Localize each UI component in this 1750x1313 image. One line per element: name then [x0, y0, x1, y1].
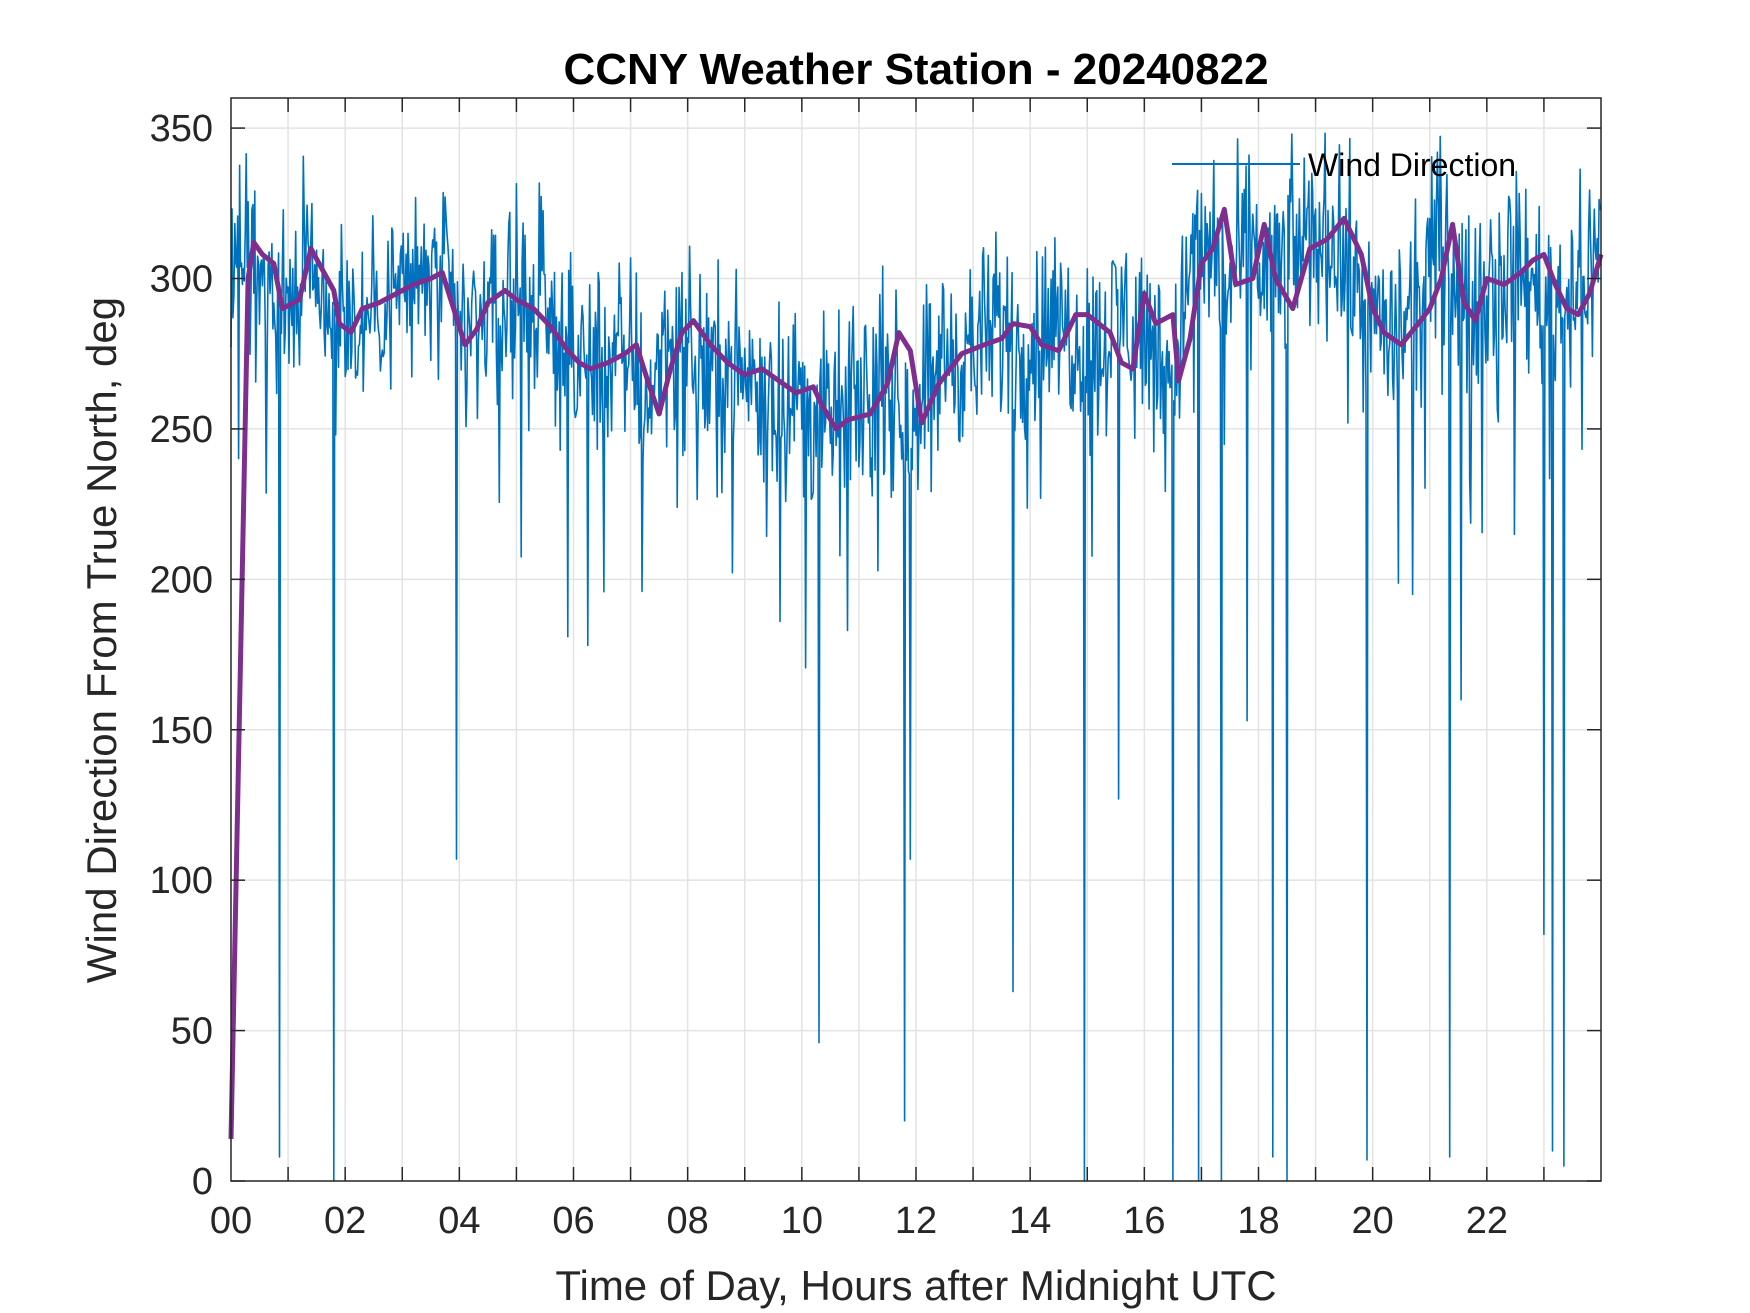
legend-label: Wind Direction: [1308, 147, 1516, 183]
y-tick-label: 200: [150, 559, 213, 601]
x-tick-labels: 00 02 04 06 08 10 12 14 16 18 20 22: [210, 1200, 1508, 1242]
x-tick-label: 04: [438, 1200, 480, 1242]
y-tick-label: 50: [171, 1011, 213, 1053]
chart-title: CCNY Weather Station - 20240822: [563, 45, 1268, 94]
y-tick-label: 350: [150, 108, 213, 150]
x-tick-label: 22: [1466, 1200, 1508, 1242]
y-tick-labels: 0 50 100 150 200 250 300 350: [150, 108, 213, 1203]
x-tick-label: 14: [1009, 1200, 1051, 1242]
legend: Wind Direction: [1172, 147, 1516, 183]
y-tick-label: 100: [150, 860, 213, 902]
moving-average-line: [228, 206, 1604, 1139]
x-axis-label: Time of Day, Hours after Midnight UTC: [555, 1262, 1276, 1309]
y-tick-label: 300: [150, 259, 213, 301]
x-tick-label: 06: [552, 1200, 594, 1242]
x-tick-label: 18: [1237, 1200, 1279, 1242]
y-tick-label: 250: [150, 409, 213, 451]
x-tick-label: 12: [895, 1200, 937, 1242]
x-tick-label: 00: [210, 1200, 252, 1242]
x-tick-label: 02: [324, 1200, 366, 1242]
x-tick-label: 20: [1352, 1200, 1394, 1242]
x-tick-label: 08: [667, 1200, 709, 1242]
x-tick-label: 16: [1123, 1200, 1165, 1242]
y-axis-label: Wind Direction From True North, deg: [78, 297, 125, 983]
x-tick-label: 10: [781, 1200, 823, 1242]
grid-lines: [231, 98, 1601, 1181]
y-tick-label: 150: [150, 710, 213, 752]
moving-average-series: [228, 206, 1604, 1139]
y-tick-label: 0: [192, 1161, 213, 1203]
axis-ticks: [231, 98, 1601, 1182]
